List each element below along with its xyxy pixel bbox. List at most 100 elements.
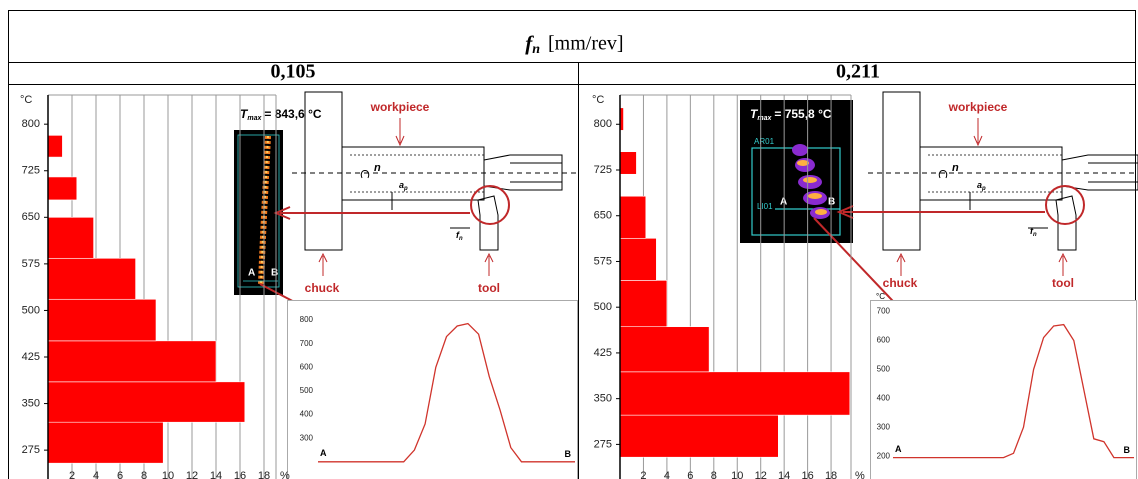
y-tick-label: 500 <box>300 386 314 395</box>
point-label: A <box>320 448 327 458</box>
table-frame <box>8 10 1136 479</box>
x-tick-label: 12 <box>186 470 198 479</box>
x-tick-label: 2 <box>69 470 75 479</box>
x-tick-label: 18 <box>258 470 270 479</box>
x-tick-label: 8 <box>711 470 717 479</box>
x-tick-label: 8 <box>141 470 147 479</box>
x-unit: % <box>280 470 290 479</box>
tmax-symbol: T <box>750 107 759 121</box>
y-tick-label: 425 <box>594 347 612 359</box>
schematic-label: fn <box>456 230 463 241</box>
x-tick-label: 10 <box>731 470 743 479</box>
profile-frame <box>870 300 1137 479</box>
tmax-value: = 843,6 °C <box>264 107 322 121</box>
y-tick-label: 725 <box>594 164 612 176</box>
schematic-label: workpiece <box>948 100 1008 114</box>
schematic-subscript: n <box>459 236 463 242</box>
image-label: LI01 <box>757 202 773 211</box>
bar <box>47 298 157 342</box>
x-tick-label: 14 <box>210 470 222 479</box>
x-tick-label: 16 <box>801 470 813 479</box>
profile-line <box>893 323 1134 459</box>
y-tick-label: 650 <box>594 210 612 222</box>
bar <box>619 280 668 328</box>
x-tick-label: 18 <box>825 470 837 479</box>
y-tick-label: 400 <box>300 410 314 419</box>
y-tick-label: 700 <box>300 339 314 348</box>
schematic-subscript: p <box>981 186 986 192</box>
point-label: B <box>1124 445 1131 455</box>
schematic-symbol: f <box>456 230 460 240</box>
schematic-subscript: n <box>1033 232 1037 238</box>
tmax-label: Tmax = 755,8 °C <box>750 107 832 122</box>
bar <box>47 340 217 383</box>
schematic-label: tool <box>478 281 500 295</box>
schematic-subscript: p <box>403 186 408 192</box>
y-tick-label: 500 <box>22 304 40 316</box>
y-tick-label: 200 <box>877 451 891 460</box>
image-label: B <box>828 197 835 208</box>
column-header: 0,105 <box>271 61 316 83</box>
bar <box>47 176 78 201</box>
y-tick-label: 600 <box>877 336 891 345</box>
y-tick-label: 350 <box>594 393 612 405</box>
schematic <box>813 91 1138 342</box>
y-tick-label: 650 <box>22 211 40 223</box>
schematic-symbol: f <box>1030 226 1034 236</box>
bar <box>619 326 710 373</box>
header-subscript: n <box>532 42 540 57</box>
header-symbol: fn <box>525 31 540 57</box>
y-tick-label: 300 <box>300 433 314 442</box>
y-tick-label: 350 <box>22 397 40 409</box>
image-label: B <box>271 268 278 279</box>
x-tick-label: 14 <box>778 470 790 479</box>
header-symbol-text: f <box>525 31 534 55</box>
bar <box>47 381 246 423</box>
point-label: A <box>895 444 902 454</box>
y-tick-label: 575 <box>22 258 40 270</box>
image-label: A <box>780 197 787 208</box>
bar <box>619 151 637 175</box>
schematic-label: chuck <box>305 281 340 295</box>
schematic-label: chuck <box>883 276 918 290</box>
schematic-label: ap <box>977 180 986 191</box>
y-tick-label: 400 <box>877 393 891 402</box>
y-unit: °C <box>592 94 604 106</box>
y-tick-label: 800 <box>22 118 40 130</box>
x-tick-label: 16 <box>234 470 246 479</box>
schematic-label: workpiece <box>370 100 430 114</box>
bar <box>619 371 851 416</box>
x-tick-label: 10 <box>162 470 174 479</box>
image-label: A <box>248 268 255 279</box>
schematic-symbol: a <box>399 180 404 190</box>
tmax-label: Tmax = 843,6 °C <box>240 107 322 122</box>
x-tick-label: 6 <box>687 470 693 479</box>
y-tick-label: 700 <box>877 307 891 316</box>
y-tick-label: 300 <box>877 422 891 431</box>
x-unit: % <box>855 470 865 479</box>
image-label: AR01 <box>754 137 775 146</box>
tmax-symbol: T <box>240 107 249 121</box>
thermal-image <box>740 100 853 243</box>
bar <box>47 217 94 259</box>
tmax-subscript: max <box>757 115 772 122</box>
schematic-label: ap <box>399 180 408 191</box>
y-unit: °C <box>876 292 885 301</box>
tmax-value: = 755,8 °C <box>774 107 832 121</box>
bar <box>47 421 164 464</box>
y-tick-label: 275 <box>22 444 40 456</box>
bar <box>619 237 657 281</box>
column-header: 0,211 <box>836 61 880 83</box>
x-tick-label: 6 <box>117 470 123 479</box>
point-label: B <box>565 449 572 459</box>
schematic-label: fn <box>1030 226 1037 237</box>
y-tick-label: 275 <box>594 438 612 450</box>
y-tick-label: 575 <box>594 255 612 267</box>
profile-frame <box>287 300 578 479</box>
bar <box>47 257 136 300</box>
y-tick-label: 425 <box>22 351 40 363</box>
x-tick-label: 4 <box>93 470 99 479</box>
header-unit: [mm/rev] <box>548 33 624 55</box>
bar <box>619 414 779 458</box>
